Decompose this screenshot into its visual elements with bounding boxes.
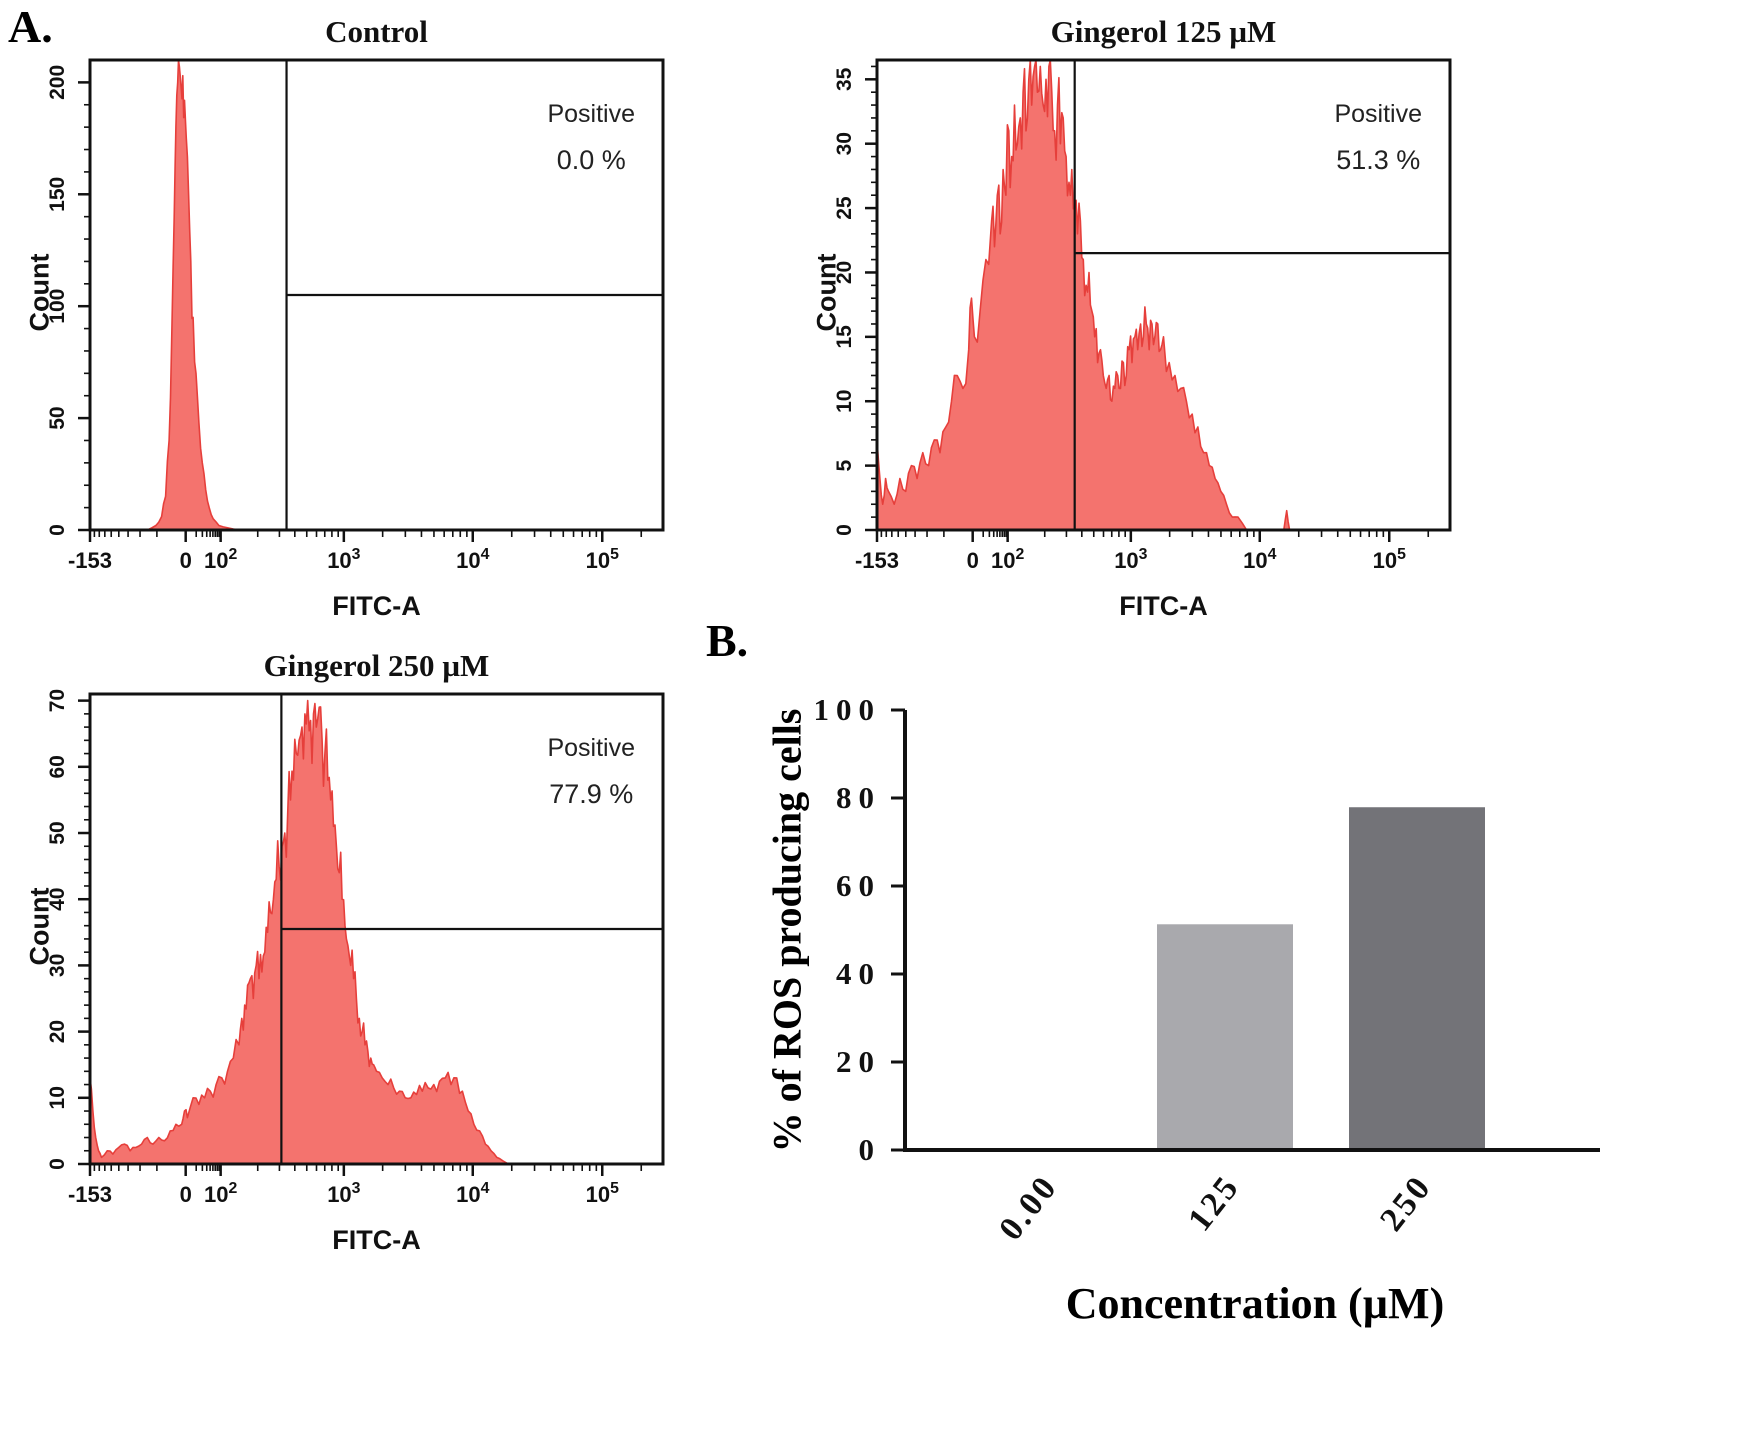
svg-text:30: 30 bbox=[833, 132, 856, 155]
flow-plot-gingerol-250: Gingerol 250 µM Count 0 10 20 30 40 50 60 70 -15… bbox=[25, 648, 675, 1273]
svg-text:150: 150 bbox=[46, 177, 69, 212]
svg-text:20: 20 bbox=[836, 1044, 881, 1079]
gate-stats: Positive 77.9 % bbox=[547, 734, 635, 810]
plot-title: Gingerol 250 µM bbox=[263, 648, 490, 683]
svg-text:-153: -153 bbox=[68, 548, 112, 573]
panel-b-label: B. bbox=[706, 615, 749, 666]
positive-label: Positive bbox=[547, 734, 635, 762]
svg-text:105: 105 bbox=[1373, 546, 1406, 573]
svg-text:104: 104 bbox=[456, 546, 489, 573]
x-axis-label: FITC-A bbox=[332, 1225, 421, 1255]
svg-text:105: 105 bbox=[586, 546, 619, 573]
svg-text:250: 250 bbox=[1373, 1168, 1439, 1238]
svg-text:80: 80 bbox=[836, 780, 881, 815]
svg-text:0: 0 bbox=[967, 548, 979, 573]
svg-text:0: 0 bbox=[46, 1158, 69, 1170]
plot-title: Gingerol 125 µM bbox=[1050, 14, 1277, 49]
histogram-plot: 0 10 20 30 40 50 60 70 -153 0 102 103 104 105 bbox=[46, 689, 665, 1207]
svg-text:125: 125 bbox=[1181, 1168, 1247, 1238]
svg-text:102: 102 bbox=[204, 1180, 237, 1207]
svg-text:10: 10 bbox=[46, 1086, 69, 1109]
svg-text:40: 40 bbox=[836, 956, 881, 991]
x-axis-label: FITC-A bbox=[1119, 591, 1208, 621]
panel-a-label: A. bbox=[8, 1, 53, 52]
svg-text:25: 25 bbox=[833, 196, 856, 220]
plot-title: Control bbox=[325, 14, 428, 49]
svg-text:104: 104 bbox=[456, 1180, 489, 1207]
svg-text:103: 103 bbox=[1114, 546, 1147, 573]
bar-plot: 0 20 40 60 80 100 0.00 125 250 bbox=[814, 692, 1600, 1247]
positive-value: 51.3 % bbox=[1336, 145, 1421, 175]
svg-text:102: 102 bbox=[991, 546, 1024, 573]
svg-text:60: 60 bbox=[46, 755, 69, 778]
svg-text:103: 103 bbox=[327, 546, 360, 573]
svg-text:40: 40 bbox=[46, 888, 69, 911]
svg-text:60: 60 bbox=[836, 868, 881, 903]
svg-text:100: 100 bbox=[46, 289, 69, 324]
svg-text:20: 20 bbox=[46, 1020, 69, 1043]
svg-text:105: 105 bbox=[586, 1180, 619, 1207]
flow-plot-gingerol-125: Gingerol 125 µM Count 0 5 10 15 20 25 30 35 -153… bbox=[812, 14, 1462, 639]
svg-text:10: 10 bbox=[833, 390, 856, 413]
svg-text:50: 50 bbox=[46, 406, 69, 429]
svg-text:102: 102 bbox=[204, 546, 237, 573]
svg-text:104: 104 bbox=[1243, 546, 1276, 573]
svg-text:100: 100 bbox=[814, 692, 882, 727]
svg-text:70: 70 bbox=[46, 689, 69, 712]
svg-text:0: 0 bbox=[180, 548, 192, 573]
svg-text:5: 5 bbox=[833, 459, 856, 471]
svg-text:103: 103 bbox=[327, 1180, 360, 1207]
svg-text:35: 35 bbox=[833, 67, 856, 91]
positive-value: 0.0 % bbox=[556, 145, 626, 175]
svg-text:0: 0 bbox=[46, 524, 69, 536]
histogram-plot: 0 50 100 150 200 -153 0 102 103 104 105 bbox=[46, 58, 665, 573]
x-axis-label: FITC-A bbox=[332, 591, 421, 621]
svg-text:-153: -153 bbox=[68, 1182, 112, 1207]
svg-text:30: 30 bbox=[46, 954, 69, 977]
flow-plot-control: Control Count 0 50 100 150 200 -153 0 102 103 104… bbox=[25, 14, 675, 639]
svg-text:50: 50 bbox=[46, 821, 69, 844]
svg-text:20: 20 bbox=[833, 261, 856, 284]
histogram-plot: 0 5 10 15 20 25 30 35 -153 0 102 103 104 105 bbox=[833, 58, 1452, 573]
svg-text:200: 200 bbox=[46, 65, 69, 100]
gate-stats: Positive 51.3 % bbox=[1334, 100, 1422, 176]
svg-text:0: 0 bbox=[180, 1182, 192, 1207]
gate-stats: Positive 0.0 % bbox=[547, 100, 635, 176]
positive-label: Positive bbox=[547, 100, 635, 128]
svg-text:-153: -153 bbox=[855, 548, 899, 573]
x-axis-label: Concentration (µM) bbox=[1065, 1279, 1445, 1328]
svg-text:0.00: 0.00 bbox=[992, 1168, 1065, 1247]
positive-value: 77.9 % bbox=[549, 779, 634, 809]
svg-text:0: 0 bbox=[859, 1132, 882, 1167]
positive-label: Positive bbox=[1334, 100, 1422, 128]
bar-chart: % of ROS producing cells 0 20 40 60 80 100 0.0… bbox=[755, 655, 1750, 1451]
svg-text:15: 15 bbox=[833, 325, 856, 349]
svg-text:0: 0 bbox=[833, 524, 856, 536]
